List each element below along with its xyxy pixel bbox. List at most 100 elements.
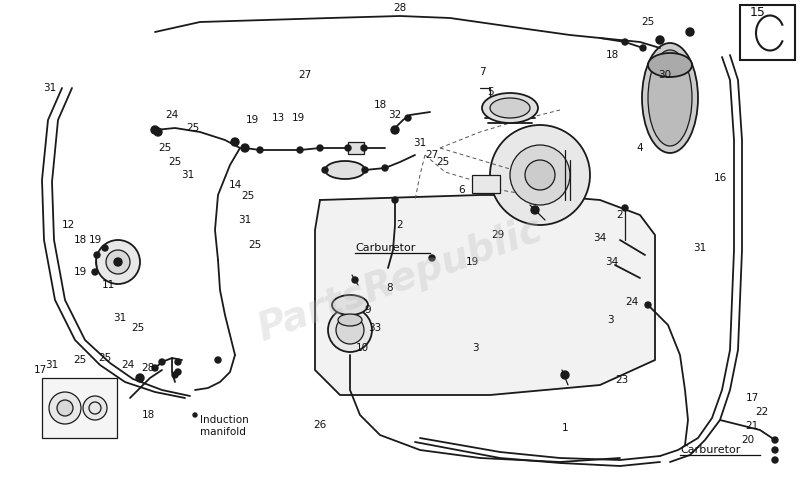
Text: 28: 28 (394, 3, 406, 13)
Circle shape (531, 206, 539, 214)
Circle shape (656, 36, 664, 44)
Text: 31: 31 (694, 243, 706, 253)
Circle shape (231, 138, 239, 146)
Text: 19: 19 (291, 113, 305, 123)
Text: 25: 25 (168, 157, 182, 167)
Text: 24: 24 (122, 360, 134, 370)
Text: 7: 7 (478, 67, 486, 77)
Circle shape (772, 437, 778, 443)
Ellipse shape (490, 98, 530, 118)
Text: 24: 24 (166, 110, 178, 120)
Circle shape (686, 28, 694, 36)
Circle shape (83, 396, 107, 420)
Circle shape (345, 145, 351, 151)
Bar (740, 5, 795, 60)
Polygon shape (315, 195, 655, 395)
Text: 22: 22 (755, 407, 769, 417)
Circle shape (561, 371, 569, 379)
Text: 27: 27 (426, 150, 438, 160)
Text: 26: 26 (314, 420, 326, 430)
Text: 29: 29 (491, 230, 505, 240)
Circle shape (49, 392, 81, 424)
Text: 5: 5 (486, 87, 494, 97)
Text: 2: 2 (397, 220, 403, 230)
Circle shape (92, 269, 98, 275)
Text: 15: 15 (750, 6, 766, 19)
Text: 19: 19 (466, 257, 478, 267)
Circle shape (391, 126, 399, 134)
Text: 1: 1 (562, 423, 568, 433)
Circle shape (172, 372, 178, 378)
Text: 27: 27 (298, 70, 312, 80)
Text: 25: 25 (436, 157, 450, 167)
Text: 25: 25 (131, 323, 145, 333)
Circle shape (96, 240, 140, 284)
Text: 19: 19 (88, 235, 102, 245)
Text: 18: 18 (606, 50, 618, 60)
Ellipse shape (648, 50, 692, 146)
Text: Carburetor: Carburetor (355, 243, 415, 253)
Text: 3: 3 (606, 315, 614, 325)
Circle shape (152, 365, 158, 371)
Circle shape (114, 258, 122, 266)
Circle shape (106, 250, 130, 274)
Circle shape (297, 147, 303, 153)
Circle shape (362, 167, 368, 173)
Text: 33: 33 (368, 323, 382, 333)
Circle shape (429, 255, 435, 261)
Bar (472, 175, 500, 193)
Circle shape (136, 374, 144, 382)
Circle shape (175, 369, 181, 375)
Text: 34: 34 (594, 233, 606, 243)
Text: 25: 25 (248, 240, 262, 250)
Text: 19: 19 (246, 115, 258, 125)
Circle shape (645, 302, 651, 308)
Circle shape (640, 45, 646, 51)
Text: Induction
manifold: Induction manifold (200, 415, 249, 437)
Circle shape (215, 357, 221, 363)
Circle shape (57, 400, 73, 416)
Text: Carburetor: Carburetor (680, 445, 740, 455)
Circle shape (361, 145, 367, 151)
Text: 8: 8 (386, 283, 394, 293)
Text: 31: 31 (414, 138, 426, 148)
Text: 9: 9 (365, 305, 371, 315)
Text: 25: 25 (158, 143, 172, 153)
Circle shape (193, 413, 197, 417)
Text: 31: 31 (114, 313, 126, 323)
Text: 3: 3 (472, 343, 478, 353)
Text: 18: 18 (374, 100, 386, 110)
Text: PartsRepublic: PartsRepublic (252, 211, 548, 349)
Bar (348, 142, 364, 154)
Circle shape (322, 167, 328, 173)
Circle shape (622, 39, 628, 45)
Text: 23: 23 (615, 375, 629, 385)
Text: 31: 31 (182, 170, 194, 180)
Circle shape (241, 144, 249, 152)
Circle shape (159, 359, 165, 365)
Text: 25: 25 (186, 123, 200, 133)
Text: 25: 25 (74, 355, 86, 365)
Circle shape (622, 205, 628, 211)
Text: 4: 4 (637, 143, 643, 153)
Circle shape (94, 252, 100, 258)
Text: 25: 25 (98, 353, 112, 363)
Text: 24: 24 (626, 297, 638, 307)
Text: 17: 17 (34, 365, 46, 375)
Text: 32: 32 (388, 110, 402, 120)
Ellipse shape (338, 314, 362, 326)
Ellipse shape (332, 295, 368, 315)
Text: 31: 31 (46, 360, 58, 370)
Circle shape (405, 115, 411, 121)
Circle shape (772, 457, 778, 463)
Ellipse shape (642, 43, 698, 153)
Circle shape (154, 128, 162, 136)
Text: 11: 11 (102, 280, 114, 290)
Text: 12: 12 (62, 220, 74, 230)
Text: 17: 17 (746, 393, 758, 403)
Text: 21: 21 (746, 421, 758, 431)
Circle shape (257, 147, 263, 153)
Bar (42, 378, 117, 438)
Text: 16: 16 (714, 173, 726, 183)
Text: 18: 18 (74, 235, 86, 245)
